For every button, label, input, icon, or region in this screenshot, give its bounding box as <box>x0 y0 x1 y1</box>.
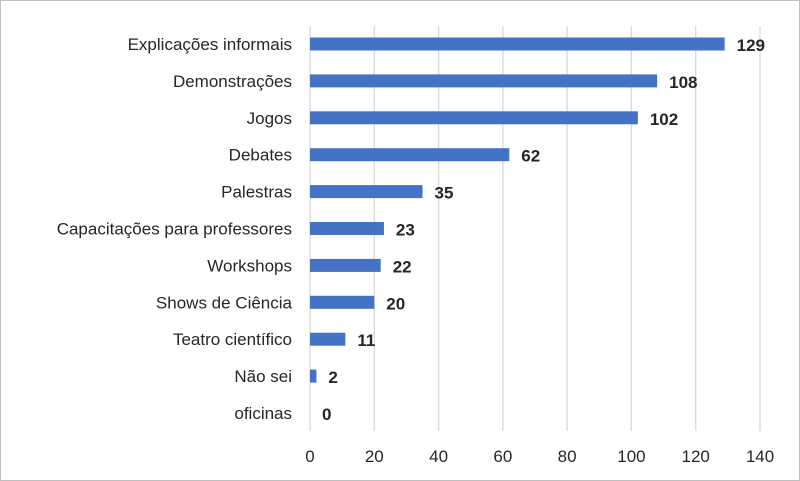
value-label: 22 <box>393 257 412 276</box>
value-label: 20 <box>386 294 405 313</box>
category-labels: Explicações informais Demonstrações Jogos D… <box>57 35 293 423</box>
value-label: 23 <box>396 221 415 240</box>
x-tick-label: 20 <box>365 447 384 466</box>
bar <box>310 185 423 198</box>
category-label: Palestras <box>221 183 292 202</box>
value-label: 102 <box>650 110 678 129</box>
value-label: 11 <box>357 331 375 350</box>
bar <box>310 38 725 51</box>
category-label: Debates <box>229 146 292 165</box>
value-label: 0 <box>322 405 331 424</box>
bar <box>310 222 384 235</box>
x-tick-label: 40 <box>429 447 448 466</box>
bar <box>310 296 374 309</box>
bar <box>310 148 509 161</box>
x-tick-label: 80 <box>558 447 577 466</box>
category-label: oficinas <box>234 404 292 423</box>
bar <box>310 259 381 272</box>
x-tick-label: 0 <box>305 447 314 466</box>
category-label: Jogos <box>247 109 292 128</box>
x-tick-label: 60 <box>493 447 512 466</box>
value-label: 129 <box>737 36 765 55</box>
bar <box>310 111 638 124</box>
x-tick-label: 140 <box>746 447 774 466</box>
category-label: Shows de Ciência <box>156 293 293 312</box>
x-tick-label: 100 <box>617 447 645 466</box>
category-label: Teatro científico <box>173 330 292 349</box>
category-label: Capacitações para professores <box>57 220 292 239</box>
value-label: 35 <box>435 184 454 203</box>
bar <box>310 333 345 346</box>
category-label: Explicações informais <box>128 35 292 54</box>
category-label: Demonstrações <box>173 72 292 91</box>
x-tick-label: 120 <box>682 447 710 466</box>
bar <box>310 74 657 87</box>
value-label: 62 <box>521 147 540 166</box>
value-label: 108 <box>669 73 697 92</box>
category-label: Workshops <box>207 256 292 275</box>
category-label: Não sei <box>234 367 292 386</box>
value-label: 2 <box>328 368 337 387</box>
bar <box>310 370 316 383</box>
x-axis-ticks: 0 20 40 60 80 100 120 140 <box>305 447 774 466</box>
